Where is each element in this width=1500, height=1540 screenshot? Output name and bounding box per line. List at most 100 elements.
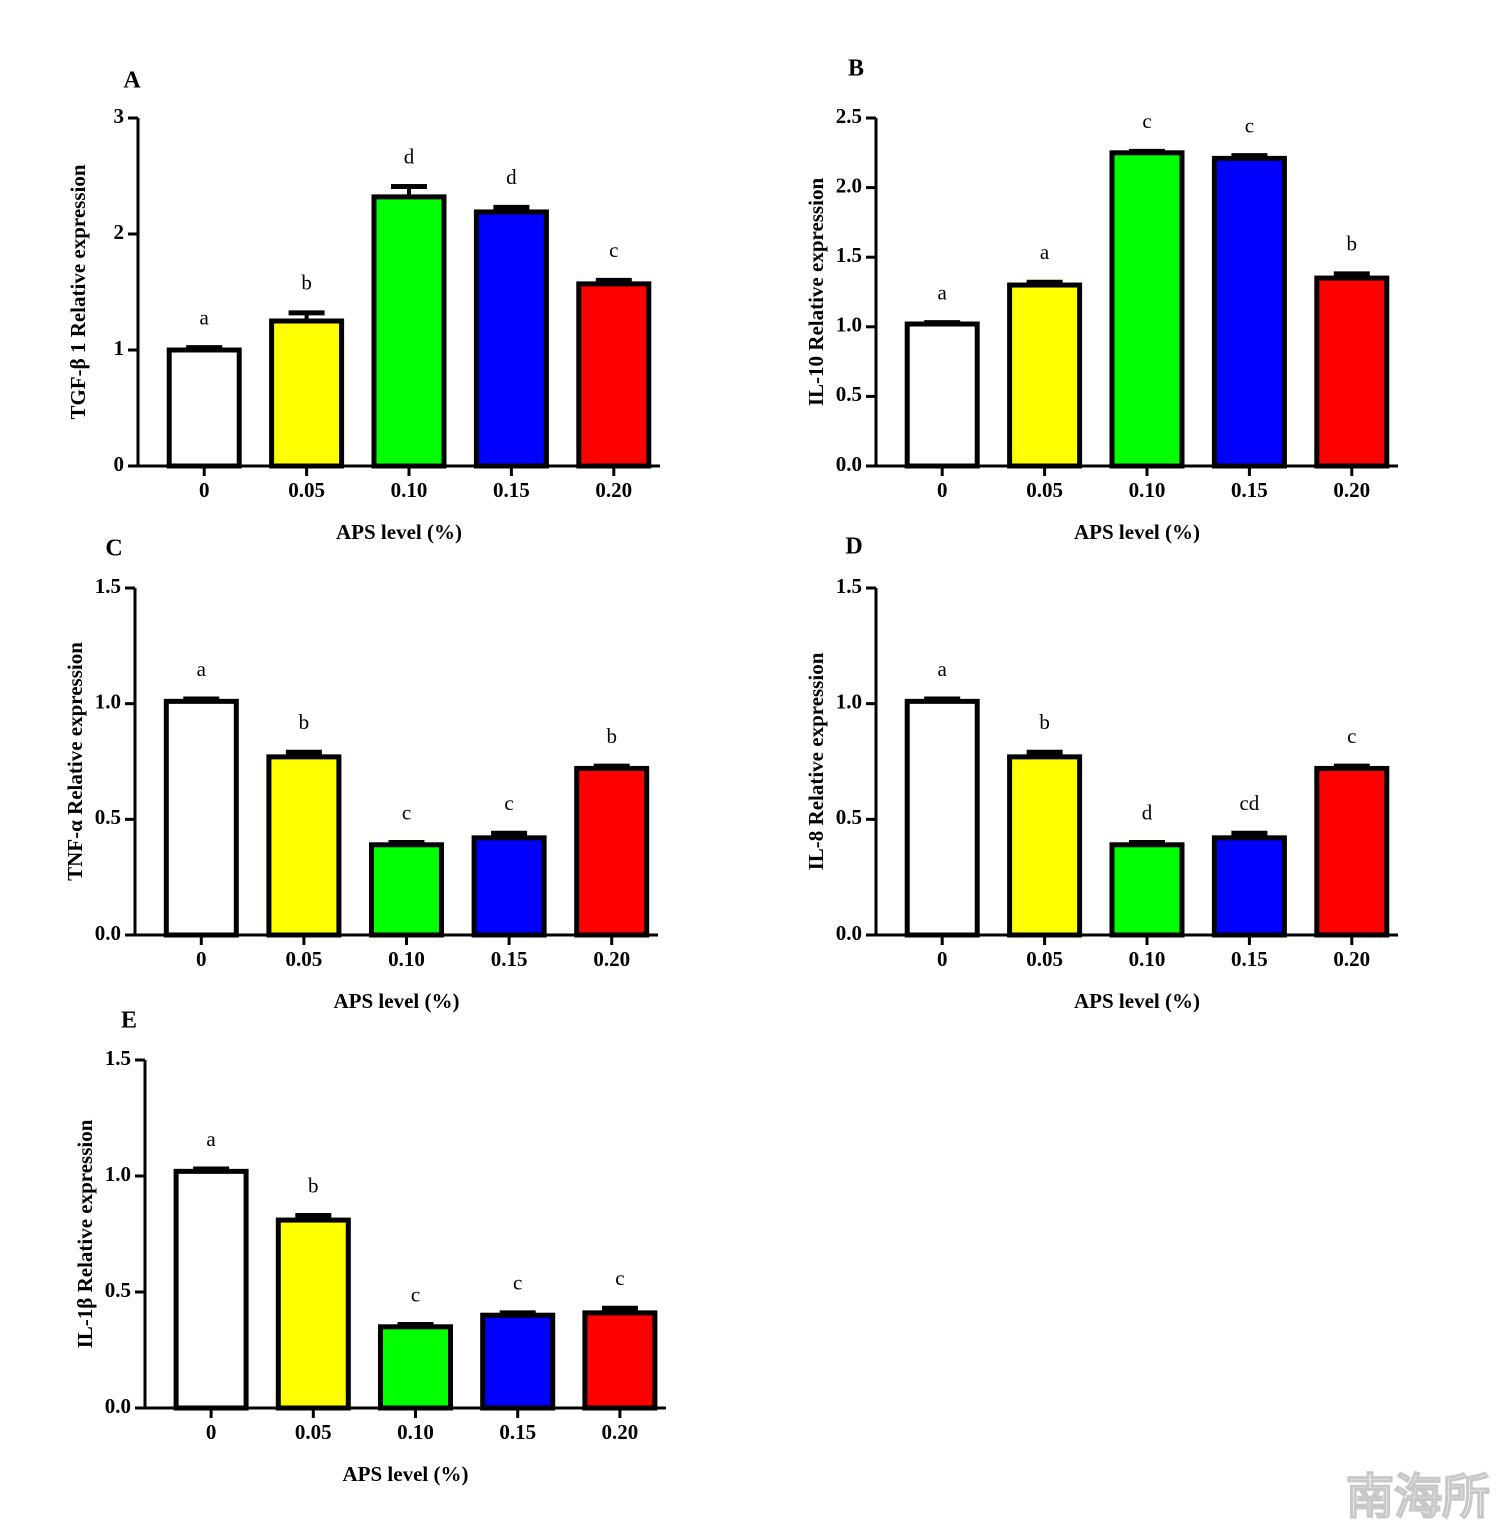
y-axis-label: TNF-α Relative expression [63, 642, 87, 881]
bar [266, 754, 342, 938]
x-tick-label: 0 [199, 478, 210, 502]
x-tick-label: 0 [206, 1420, 217, 1444]
x-tick-label: 0.05 [286, 947, 323, 971]
x-tick-label: 0.20 [1333, 947, 1370, 971]
bar [582, 1310, 658, 1411]
y-tick-label: 1.5 [836, 574, 862, 598]
significance-letter: c [402, 800, 411, 824]
x-axis-label: APS level (%) [334, 989, 460, 1013]
x-tick-label: 0.15 [1231, 947, 1268, 971]
x-tick-label: 0.15 [1231, 478, 1268, 502]
bar [1314, 765, 1390, 938]
bar [1109, 150, 1185, 469]
significance-letter: a [938, 280, 948, 304]
significance-letter: b [301, 271, 312, 295]
x-tick-label: 0.05 [288, 478, 325, 502]
y-axis-label: IL-8 Relative expression [804, 652, 828, 870]
y-tick-label: 1.0 [105, 1162, 131, 1186]
y-tick-label: 3 [114, 104, 125, 128]
panel-label: B [848, 56, 864, 82]
significance-letter: d [1142, 800, 1153, 824]
x-axis-label: APS level (%) [343, 1462, 469, 1486]
y-tick-label: 0 [114, 452, 125, 476]
x-tick-label: 0 [196, 947, 207, 971]
x-tick-label: 0.10 [388, 947, 425, 971]
significance-letter: c [411, 1282, 420, 1306]
x-tick-label: 0.05 [295, 1420, 332, 1444]
x-tick-label: 0.05 [1026, 947, 1063, 971]
bar [369, 842, 444, 938]
bar [163, 698, 239, 938]
significance-letter: c [615, 1266, 624, 1290]
bar [471, 835, 547, 938]
y-tick-label: 1.0 [836, 313, 862, 337]
significance-letter: b [308, 1173, 319, 1197]
bar [1314, 275, 1390, 469]
significance-letter: c [609, 238, 618, 262]
x-tick-label: 0.15 [493, 478, 530, 502]
y-tick-label: 0.0 [95, 921, 121, 945]
y-tick-label: 0.5 [836, 382, 862, 406]
x-tick-label: 0.10 [1129, 478, 1166, 502]
x-tick-label: 0.20 [595, 478, 632, 502]
x-tick-label: 0 [937, 947, 948, 971]
x-tick-label: 0.20 [1333, 478, 1370, 502]
significance-letter: b [1347, 232, 1358, 256]
y-tick-label: 0.0 [105, 1394, 131, 1418]
x-tick-label: 0.20 [602, 1420, 639, 1444]
bar [371, 194, 447, 469]
bar [576, 281, 652, 469]
y-tick-label: 1.5 [105, 1046, 131, 1070]
significance-letter: b [606, 724, 617, 748]
bar [166, 347, 242, 469]
bar [1007, 754, 1083, 938]
significance-letter: c [1245, 113, 1254, 137]
y-tick-label: 2 [114, 220, 125, 244]
significance-letter: d [506, 165, 517, 189]
x-tick-label: 0 [937, 478, 948, 502]
y-tick-label: 1.5 [95, 574, 121, 598]
significance-letter: c [504, 791, 513, 815]
y-tick-label: 1.0 [95, 689, 121, 713]
bar [1007, 282, 1083, 469]
bar [378, 1324, 453, 1411]
significance-letter: a [938, 657, 948, 681]
x-tick-label: 0.05 [1026, 478, 1063, 502]
x-tick-label: 0.10 [397, 1420, 434, 1444]
y-tick-label: 0.0 [836, 452, 862, 476]
y-axis-label: IL-1β Relative expression [73, 1119, 97, 1348]
x-axis-label: APS level (%) [1074, 989, 1200, 1013]
significance-letter: a [200, 305, 210, 329]
y-tick-label: 1 [114, 336, 125, 360]
significance-letter: cd [1239, 791, 1259, 815]
bar [1211, 835, 1287, 938]
bar [473, 209, 549, 469]
bar [275, 1217, 351, 1411]
bar [480, 1312, 556, 1411]
y-tick-label: 0.5 [95, 805, 121, 829]
x-axis-label: APS level (%) [1074, 520, 1200, 544]
watermark: 南海所 [1346, 1469, 1490, 1525]
y-tick-label: 1.0 [836, 689, 862, 713]
significance-letter: c [513, 1271, 522, 1295]
y-tick-label: 0.5 [836, 805, 862, 829]
y-axis-label: IL-10 Relative expression [804, 178, 828, 407]
x-tick-label: 0.10 [391, 478, 428, 502]
bar [173, 1168, 249, 1411]
significance-letter: d [404, 144, 415, 168]
panel-label: C [105, 536, 122, 562]
panel-label: E [121, 1008, 137, 1034]
y-tick-label: 2.5 [836, 104, 862, 128]
significance-letter: a [1040, 240, 1050, 264]
bar [574, 765, 650, 938]
significance-letter: a [206, 1127, 216, 1151]
bar [1211, 155, 1287, 469]
y-axis-label: TGF-β 1 Relative expression [66, 164, 90, 419]
y-tick-label: 2.0 [836, 173, 862, 197]
panel-label: A [123, 68, 141, 94]
x-axis-label: APS level (%) [336, 520, 462, 544]
significance-letter: c [1347, 724, 1356, 748]
bar [1109, 842, 1185, 938]
significance-letter: a [197, 657, 207, 681]
